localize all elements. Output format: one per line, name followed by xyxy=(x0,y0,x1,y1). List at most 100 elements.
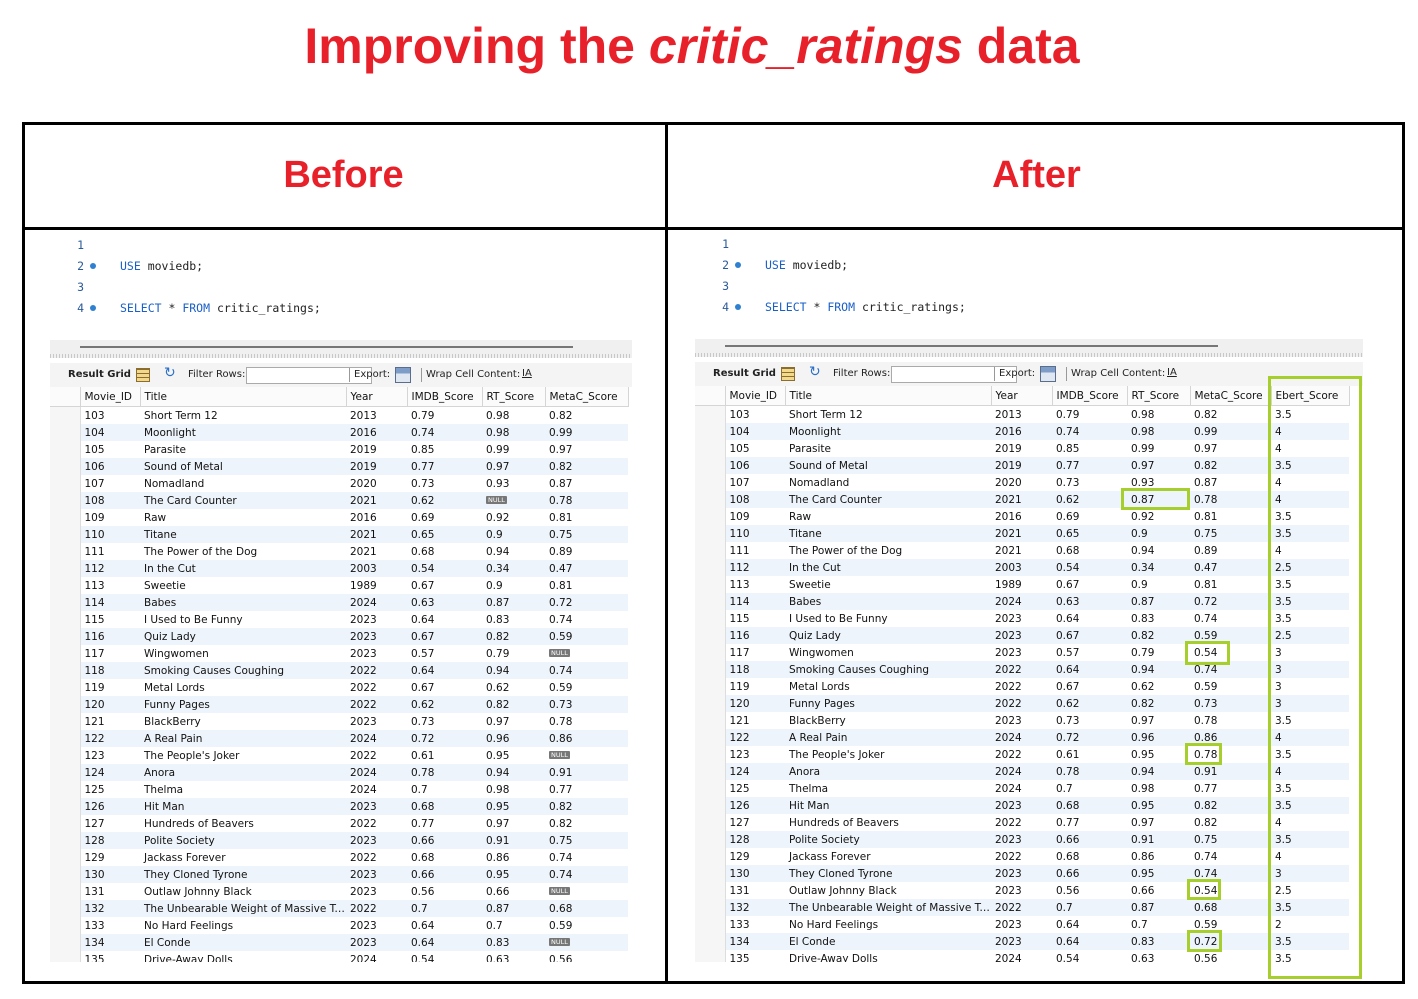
table-cell[interactable]: 0.89 xyxy=(1194,544,1218,557)
result-grid-tab[interactable]: Result Grid xyxy=(68,369,131,380)
table-cell[interactable]: 121 xyxy=(729,714,750,727)
table-cell[interactable]: 0.74 xyxy=(1194,850,1218,863)
column-header-title[interactable]: Title xyxy=(785,386,992,406)
row-header[interactable] xyxy=(50,866,81,883)
table-cell[interactable]: 0.85 xyxy=(411,443,435,456)
table-cell[interactable]: No Hard Feelings xyxy=(789,918,879,931)
wrap-cell-icon[interactable]: IA xyxy=(1167,367,1177,378)
table-cell[interactable]: Quiz Lady xyxy=(785,627,991,644)
table-cell[interactable]: 0.68 xyxy=(1052,797,1127,814)
table-cell[interactable]: 0.54 xyxy=(411,953,435,963)
table-cell[interactable]: 0.68 xyxy=(1056,850,1080,863)
table-cell[interactable]: 119 xyxy=(84,681,105,694)
table-cell[interactable]: 108 xyxy=(80,492,140,509)
table-cell[interactable]: In the Cut xyxy=(785,559,991,576)
table-cell[interactable]: 2020 xyxy=(350,477,377,490)
table-row[interactable]: 126 Hit Man 2023 0.68 0.95 0.82 xyxy=(50,798,628,815)
table-cell[interactable]: 0.64 xyxy=(1052,933,1127,950)
table-cell[interactable]: 2023 xyxy=(350,647,377,660)
table-cell[interactable]: Thelma xyxy=(144,783,184,796)
table-cell[interactable]: 135 xyxy=(729,952,750,963)
row-header[interactable] xyxy=(50,594,81,611)
table-cell[interactable]: 2024 xyxy=(995,782,1022,795)
table-cell[interactable]: NULL xyxy=(545,883,628,900)
table-cell[interactable]: Metal Lords xyxy=(789,680,850,693)
table-cell[interactable]: 0.74 xyxy=(549,613,573,626)
table-cell[interactable]: Hit Man xyxy=(140,798,346,815)
table-cell[interactable]: Quiz Lady xyxy=(140,628,346,645)
table-cell[interactable]: 0.67 xyxy=(1052,627,1127,644)
row-header[interactable] xyxy=(50,406,81,424)
export-icon[interactable] xyxy=(1040,366,1056,382)
table-cell[interactable]: 134 xyxy=(725,933,785,950)
table-cell[interactable]: They Cloned Tyrone xyxy=(140,866,346,883)
table-cell[interactable]: 2024 xyxy=(991,593,1052,610)
table-cell[interactable]: 0.87 xyxy=(1194,476,1218,489)
table-cell[interactable]: 0.87 xyxy=(1127,593,1190,610)
table-cell[interactable]: 123 xyxy=(729,748,750,761)
table-cell[interactable]: 0.97 xyxy=(1131,714,1155,727)
table-row[interactable]: 115 I Used to Be Funny 2023 0.64 0.83 0.74 xyxy=(50,611,628,628)
table-cell[interactable]: Titane xyxy=(140,526,346,543)
table-cell[interactable]: The Card Counter xyxy=(785,491,991,508)
row-header[interactable] xyxy=(695,405,726,423)
table-cell[interactable]: 0.94 xyxy=(1131,544,1155,557)
table-cell[interactable]: 0.68 xyxy=(1056,544,1080,557)
table-cell[interactable]: 0.67 xyxy=(1056,680,1080,693)
table-cell[interactable]: 2022 xyxy=(995,816,1022,829)
table-row[interactable]: 120 Funny Pages 2022 0.62 0.82 0.73 3 xyxy=(695,695,1349,712)
table-cell[interactable]: 0.87 xyxy=(482,900,545,917)
table-row[interactable]: 129 Jackass Forever 2022 0.68 0.86 0.74 xyxy=(50,849,628,866)
table-cell[interactable]: 0.59 xyxy=(549,681,573,694)
table-cell[interactable]: 0.64 xyxy=(407,934,482,951)
table-cell[interactable]: 0.65 xyxy=(1052,525,1127,542)
table-cell[interactable]: 0.81 xyxy=(549,511,573,524)
table-row[interactable]: 108 The Card Counter 2021 0.62 NULL 0.78 xyxy=(50,492,628,509)
table-cell[interactable]: 131 xyxy=(84,885,105,898)
row-header[interactable] xyxy=(695,899,726,916)
table-cell[interactable]: 0.98 xyxy=(1127,423,1190,440)
table-cell[interactable]: Hit Man xyxy=(785,797,991,814)
row-header[interactable] xyxy=(50,849,81,866)
table-cell[interactable]: The Power of the Dog xyxy=(789,544,903,557)
table-cell[interactable]: 0.81 xyxy=(1194,510,1218,523)
table-cell[interactable]: 3.5 xyxy=(1271,831,1349,848)
table-cell[interactable]: BlackBerry xyxy=(789,714,846,727)
table-cell[interactable]: 124 xyxy=(80,764,140,781)
table-cell[interactable]: 106 xyxy=(725,457,785,474)
table-cell[interactable]: 0.82 xyxy=(1190,797,1271,814)
row-header[interactable] xyxy=(695,440,726,457)
export-icon[interactable] xyxy=(395,367,411,383)
table-cell[interactable]: 0.67 xyxy=(411,681,435,694)
table-cell[interactable]: 117 xyxy=(84,647,105,660)
table-cell[interactable]: 2021 xyxy=(346,492,407,509)
table-cell[interactable]: Parasite xyxy=(144,443,187,456)
table-cell[interactable]: 125 xyxy=(729,782,750,795)
table-cell[interactable]: 0.82 xyxy=(482,696,545,713)
table-row[interactable]: 118 Smoking Causes Coughing 2022 0.64 0.94 0.… xyxy=(695,661,1349,678)
table-cell[interactable]: 0.67 xyxy=(1056,578,1080,591)
row-header[interactable] xyxy=(50,798,81,815)
sql-editor[interactable]: 1 2 USE moviedb; 3 4 SELECT * FROM critic_… xyxy=(50,230,632,340)
row-header[interactable] xyxy=(695,627,726,644)
table-cell[interactable]: 128 xyxy=(725,831,785,848)
table-cell[interactable]: 2023 xyxy=(991,865,1052,882)
table-cell[interactable]: 0.75 xyxy=(1190,525,1271,542)
table-cell[interactable]: 3.5 xyxy=(1271,525,1349,542)
grid-icon[interactable] xyxy=(136,368,150,382)
table-cell[interactable]: 0.98 xyxy=(1131,408,1155,421)
column-header-metac-score[interactable]: MetaC_Score xyxy=(1190,386,1272,406)
table-cell[interactable]: 2024 xyxy=(991,729,1052,746)
table-cell[interactable]: 0.94 xyxy=(1127,661,1190,678)
row-header[interactable] xyxy=(50,645,81,662)
table-cell[interactable]: 1989 xyxy=(350,579,377,592)
table-cell[interactable]: Smoking Causes Coughing xyxy=(140,662,346,679)
column-header-ebert-score[interactable]: Ebert_Score xyxy=(1271,386,1350,406)
table-cell[interactable]: 0.91 xyxy=(1190,763,1271,780)
table-cell[interactable]: 0.95 xyxy=(1127,797,1190,814)
table-cell[interactable]: 0.82 xyxy=(549,817,573,830)
row-header[interactable] xyxy=(50,713,81,730)
table-cell[interactable]: El Conde xyxy=(785,933,991,950)
table-cell[interactable]: 0.64 xyxy=(411,919,435,932)
table-cell[interactable]: Polite Society xyxy=(785,831,991,848)
